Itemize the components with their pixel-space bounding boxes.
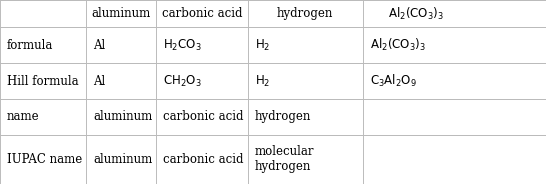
Text: aluminum: aluminum: [93, 110, 153, 123]
Text: Al: Al: [93, 39, 105, 52]
Text: hydrogen: hydrogen: [277, 7, 334, 20]
Text: molecular
hydrogen: molecular hydrogen: [255, 145, 314, 174]
Text: name: name: [7, 110, 40, 123]
Text: $\mathrm{Al_2(CO_3)_3}$: $\mathrm{Al_2(CO_3)_3}$: [388, 6, 444, 22]
Text: aluminum: aluminum: [93, 153, 153, 166]
Text: carbonic acid: carbonic acid: [163, 110, 244, 123]
Text: hydrogen: hydrogen: [255, 110, 311, 123]
Text: IUPAC name: IUPAC name: [7, 153, 82, 166]
Text: $\mathrm{Al_2(CO_3)_3}$: $\mathrm{Al_2(CO_3)_3}$: [370, 37, 426, 53]
Text: carbonic acid: carbonic acid: [163, 153, 244, 166]
Text: Hill formula: Hill formula: [7, 75, 79, 88]
Text: Al: Al: [93, 75, 105, 88]
Text: formula: formula: [7, 39, 54, 52]
Text: $\mathrm{H_2CO_3}$: $\mathrm{H_2CO_3}$: [163, 38, 202, 53]
Text: $\mathrm{H_2}$: $\mathrm{H_2}$: [255, 73, 270, 89]
Text: $\mathrm{CH_2O_3}$: $\mathrm{CH_2O_3}$: [163, 73, 202, 89]
Text: $\mathrm{C_3Al_2O_9}$: $\mathrm{C_3Al_2O_9}$: [370, 73, 417, 89]
Text: carbonic acid: carbonic acid: [162, 7, 242, 20]
Text: aluminum: aluminum: [92, 7, 151, 20]
Text: $\mathrm{H_2}$: $\mathrm{H_2}$: [255, 38, 270, 53]
